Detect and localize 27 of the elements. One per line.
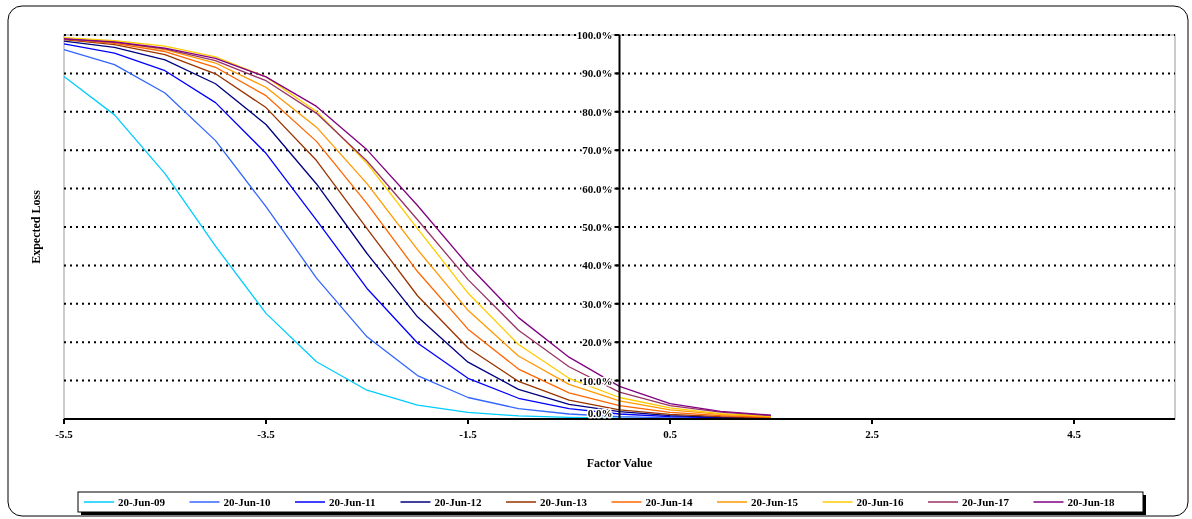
- x-axis-title: Factor Value: [586, 456, 653, 470]
- legend-label: 20-Jun-14: [645, 496, 694, 508]
- x-tick-label: 2.5: [865, 428, 880, 440]
- legend-label: 20-Jun-10: [223, 496, 272, 508]
- legend-label: 20-Jun-18: [1067, 496, 1116, 508]
- legend-label: 20-Jun-11: [329, 496, 376, 508]
- y-tick-label: 70.0%: [582, 144, 613, 157]
- y-tick-label: 100.0%: [576, 29, 613, 41]
- x-tick-label: 0.5: [663, 428, 678, 440]
- y-tick-label: 60.0%: [582, 182, 613, 195]
- x-tick-label: -1.5: [459, 428, 478, 440]
- y-tick-label: 20.0%: [582, 336, 613, 349]
- x-tick-label: 4.5: [1067, 428, 1082, 440]
- x-tick-label: -5.5: [55, 428, 74, 440]
- legend-label: 20-Jun-12: [434, 496, 483, 508]
- legend-label: 20-Jun-15: [751, 496, 799, 508]
- x-tick-label: -3.5: [257, 428, 276, 440]
- legend-label: 20-Jun-17: [962, 496, 1010, 508]
- y-tick-label: 50.0%: [582, 221, 613, 233]
- y-tick-label: 40.0%: [582, 259, 613, 272]
- y-axis-title: Expected Loss: [29, 189, 43, 264]
- legend-label: 20-Jun-09: [118, 496, 166, 508]
- y-tick-label: 30.0%: [582, 297, 613, 310]
- legend-label: 20-Jun-16: [856, 496, 905, 508]
- y-tick-label: 90.0%: [582, 67, 613, 80]
- y-tick-label: 80.0%: [582, 105, 613, 118]
- legend-label: 20-Jun-13: [540, 496, 588, 508]
